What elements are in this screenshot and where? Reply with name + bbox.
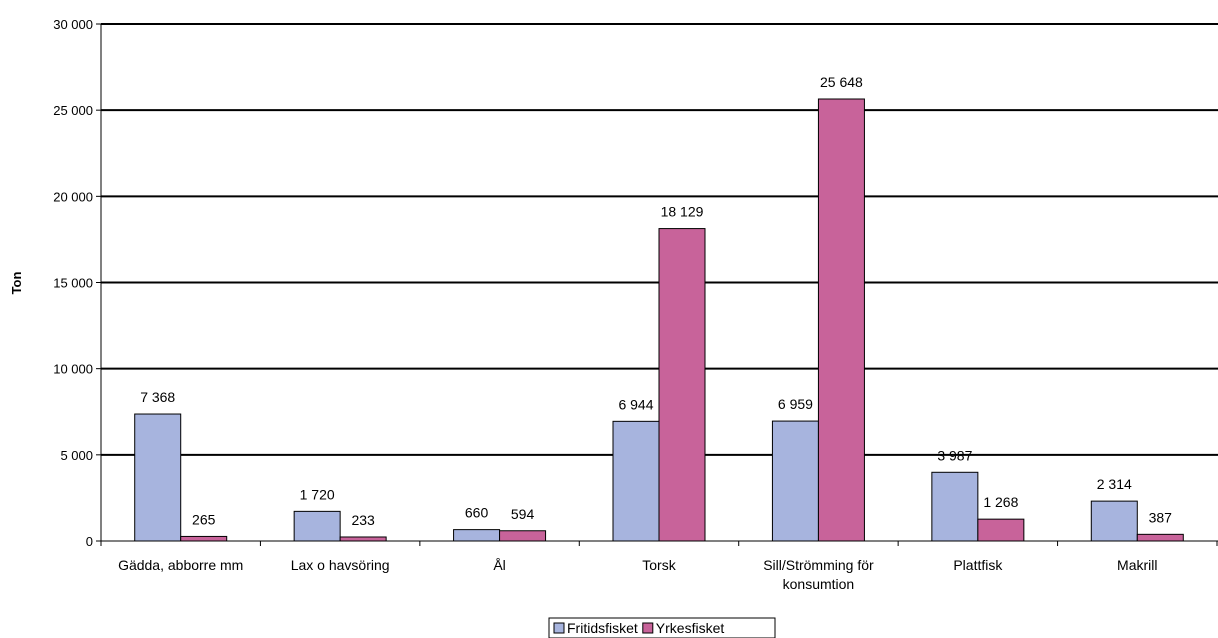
bar-fritidsfisket — [613, 421, 659, 541]
bar-yrkesfisket — [659, 229, 705, 541]
data-label: 387 — [1149, 509, 1173, 525]
bar-yrkesfisket — [978, 519, 1024, 541]
data-label: 2 314 — [1097, 476, 1132, 492]
bar-fritidsfisket — [772, 421, 818, 541]
bar-yrkesfisket — [340, 537, 386, 541]
legend-entry: Yrkesfisket — [656, 620, 725, 636]
data-label: 7 368 — [140, 389, 175, 405]
data-label: 6 944 — [618, 396, 653, 412]
x-tick-label: Plattfisk — [953, 557, 1003, 573]
bar-fritidsfisket — [294, 511, 340, 541]
x-tick-label: Sill/Strömming för — [763, 557, 874, 573]
bar-yrkesfisket — [181, 536, 227, 541]
bars — [135, 99, 1184, 541]
x-tick-label: Makrill — [1117, 557, 1157, 573]
data-label: 6 959 — [778, 396, 813, 412]
bar-yrkesfisket — [500, 531, 546, 541]
y-tick-label: 30 000 — [53, 17, 93, 32]
legend-swatch — [554, 623, 564, 633]
legend-swatch — [643, 623, 653, 633]
y-axis-ticks: 0 5 000 10 000 15 000 20 000 25 000 30 000 — [53, 17, 101, 549]
y-tick-label: 20 000 — [53, 189, 93, 204]
data-label: 660 — [465, 505, 489, 521]
data-label: 1 720 — [300, 486, 335, 502]
legend-entry: Fritidsfisket — [567, 620, 638, 636]
data-label: 233 — [351, 512, 375, 528]
y-tick-label: 5 000 — [60, 448, 93, 463]
data-label: 1 268 — [983, 494, 1018, 510]
x-tick-label: Torsk — [642, 557, 676, 573]
data-label: 3 987 — [937, 447, 972, 463]
data-label: 18 129 — [661, 204, 704, 220]
data-label: 25 648 — [820, 74, 863, 90]
data-label: 265 — [192, 511, 216, 527]
y-tick-label: 0 — [86, 534, 93, 549]
y-axis-label: Ton — [9, 272, 24, 295]
bar-fritidsfisket — [454, 530, 500, 541]
data-label: 594 — [511, 506, 535, 522]
x-axis: Gädda, abborre mm Lax o havsöring Ål Torsk S… — [101, 541, 1218, 592]
bar-fritidsfisket — [932, 472, 978, 541]
x-tick-label: Lax o havsöring — [291, 557, 390, 573]
y-tick-label: 10 000 — [53, 362, 93, 377]
x-tick-label: Gädda, abborre mm — [118, 557, 243, 573]
bar-fritidsfisket — [135, 414, 181, 541]
x-tick-label: Ål — [493, 557, 505, 573]
y-tick-label: 25 000 — [53, 103, 93, 118]
bar-yrkesfisket — [818, 99, 864, 541]
legend: Fritidsfisket Yrkesfisket — [549, 618, 775, 638]
x-tick-label: konsumtion — [783, 576, 855, 592]
y-tick-label: 15 000 — [53, 276, 93, 291]
bar-yrkesfisket — [1137, 534, 1183, 541]
bar-fritidsfisket — [1091, 501, 1137, 541]
